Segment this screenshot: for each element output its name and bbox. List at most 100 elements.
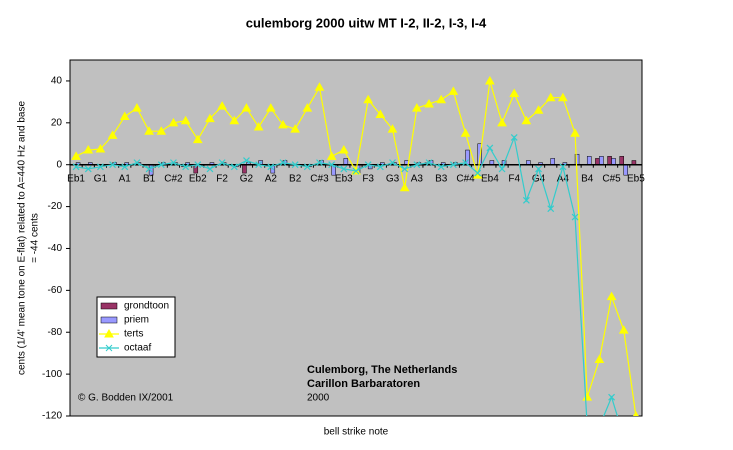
x-tick-label: C#5 bbox=[602, 173, 621, 184]
point bbox=[375, 109, 386, 118]
x-tick-label: Eb2 bbox=[189, 173, 207, 184]
point bbox=[522, 196, 530, 204]
point bbox=[265, 103, 276, 112]
point bbox=[413, 161, 421, 169]
x-axis-label: bell strike note bbox=[324, 427, 389, 438]
point bbox=[156, 126, 167, 135]
x-tick-label: A3 bbox=[411, 173, 424, 184]
x-tick-label: B2 bbox=[289, 173, 302, 184]
point bbox=[133, 159, 141, 167]
x-tick-label: G1 bbox=[94, 173, 108, 184]
y-tick-label: 40 bbox=[51, 76, 63, 87]
y-tick-label: -60 bbox=[48, 285, 63, 296]
point bbox=[535, 165, 542, 173]
bar bbox=[242, 164, 247, 174]
plot-area bbox=[69, 59, 643, 417]
y-tick-label: -120 bbox=[42, 411, 62, 422]
x-tick-label: F4 bbox=[508, 173, 520, 184]
point bbox=[399, 182, 410, 192]
annotation: Carillon Barbaratoren bbox=[307, 378, 420, 390]
point bbox=[205, 113, 215, 123]
bar bbox=[607, 156, 612, 165]
x-tick-label: C#4 bbox=[456, 173, 475, 184]
point bbox=[437, 163, 445, 171]
y-axis-label: cents (1/4' mean tone on E-flat) related… bbox=[17, 101, 28, 375]
x-tick-label: F2 bbox=[216, 173, 228, 184]
point bbox=[521, 115, 532, 125]
point bbox=[107, 130, 118, 139]
point bbox=[584, 423, 590, 429]
point bbox=[401, 165, 409, 173]
y-tick-label: -40 bbox=[48, 243, 63, 254]
point bbox=[132, 103, 142, 112]
point bbox=[182, 163, 190, 171]
x-tick-label: Eb4 bbox=[481, 173, 499, 184]
point bbox=[338, 145, 349, 154]
point bbox=[157, 161, 165, 169]
point bbox=[460, 128, 471, 137]
point bbox=[168, 117, 179, 127]
point bbox=[570, 128, 580, 137]
point bbox=[267, 163, 275, 171]
point bbox=[217, 101, 227, 110]
x-tick-label: Eb5 bbox=[627, 173, 645, 184]
point bbox=[571, 213, 579, 221]
point bbox=[316, 159, 323, 167]
point bbox=[474, 169, 482, 177]
point bbox=[328, 161, 336, 169]
point bbox=[558, 92, 568, 102]
point bbox=[449, 161, 457, 169]
x-tick-label: C#2 bbox=[164, 173, 183, 184]
point bbox=[608, 393, 615, 401]
annotation: 2000 bbox=[307, 393, 330, 404]
point bbox=[326, 151, 337, 160]
legend-label: grondtoon bbox=[124, 301, 169, 312]
point bbox=[95, 143, 106, 153]
point bbox=[109, 161, 117, 169]
x-tick-label: C#3 bbox=[310, 173, 329, 184]
point bbox=[462, 159, 469, 167]
point bbox=[340, 165, 348, 173]
point bbox=[376, 163, 384, 171]
point bbox=[229, 115, 240, 125]
y-tick-label: 0 bbox=[56, 159, 62, 170]
point bbox=[170, 159, 177, 167]
line-layer bbox=[71, 75, 639, 429]
point bbox=[352, 167, 360, 175]
y-tick-label: -100 bbox=[42, 369, 62, 380]
x-tick-label: A4 bbox=[557, 173, 570, 184]
point bbox=[192, 134, 203, 144]
point bbox=[241, 103, 252, 112]
x-tick-label: B1 bbox=[143, 173, 156, 184]
bar bbox=[611, 158, 616, 165]
bar bbox=[586, 156, 592, 165]
y-tick-label: -80 bbox=[48, 327, 63, 338]
x-tick-label: B3 bbox=[435, 173, 448, 184]
legend-swatch bbox=[100, 316, 118, 324]
point bbox=[230, 163, 238, 171]
legend-swatch bbox=[100, 302, 118, 310]
point bbox=[559, 163, 567, 171]
point bbox=[290, 124, 301, 133]
point bbox=[363, 94, 374, 104]
point bbox=[509, 88, 520, 98]
y-tick-label: -20 bbox=[48, 201, 63, 212]
point bbox=[279, 159, 287, 167]
legend-label: priem bbox=[124, 315, 149, 326]
point bbox=[425, 159, 433, 167]
x-tick-label: G2 bbox=[240, 173, 254, 184]
legend-label: octaaf bbox=[124, 343, 151, 354]
point bbox=[255, 161, 263, 169]
point bbox=[448, 86, 459, 95]
point bbox=[72, 163, 80, 171]
point bbox=[253, 122, 264, 131]
point bbox=[218, 159, 226, 167]
y-tick-label: 20 bbox=[51, 117, 63, 128]
point bbox=[633, 410, 639, 416]
point bbox=[424, 98, 434, 108]
x-tick-label: A1 bbox=[119, 173, 132, 184]
point bbox=[486, 144, 494, 152]
x-tick-label: Eb1 bbox=[67, 173, 85, 184]
point bbox=[303, 163, 311, 171]
point bbox=[71, 151, 81, 160]
